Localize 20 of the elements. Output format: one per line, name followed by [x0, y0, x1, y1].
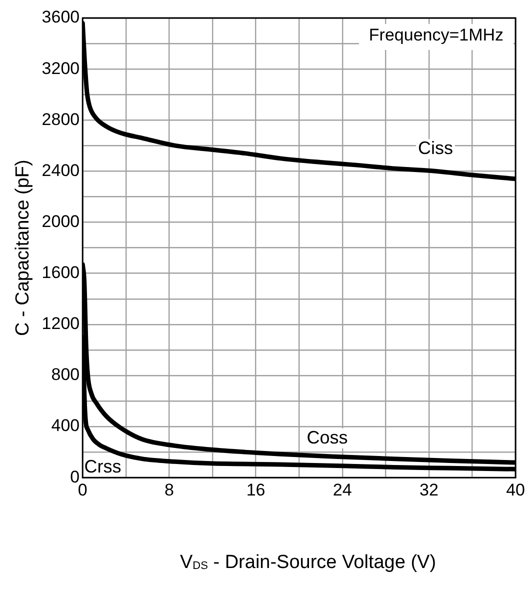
annotation: Frequency=1MHz — [368, 26, 504, 45]
y-tick-label: 0 — [70, 467, 80, 486]
y-tick-label: 2000 — [42, 212, 80, 231]
y-tick-label: 1600 — [42, 263, 80, 282]
y-tick-label: 400 — [51, 416, 80, 436]
series-label: Crss — [84, 456, 122, 477]
y-tick-label: 3600 — [42, 8, 80, 27]
x-tick-label: 16 — [246, 480, 266, 500]
y-tick-label: 2800 — [42, 110, 80, 129]
y-axis-title: C - Capacitance (pF) — [12, 160, 34, 336]
y-tick-label: 800 — [51, 365, 80, 384]
series-label: Coss — [306, 427, 348, 448]
y-tick-label: 1200 — [42, 314, 80, 334]
y-tick-label: 2400 — [42, 160, 80, 180]
y-tick-label: 3200 — [42, 58, 80, 78]
x-tick-label: 32 — [420, 480, 438, 500]
series-label: Ciss — [418, 138, 453, 158]
x-tick-label: 8 — [164, 480, 174, 500]
x-tick-label: 24 — [332, 480, 352, 500]
x-tick-label: 40 — [506, 480, 526, 500]
